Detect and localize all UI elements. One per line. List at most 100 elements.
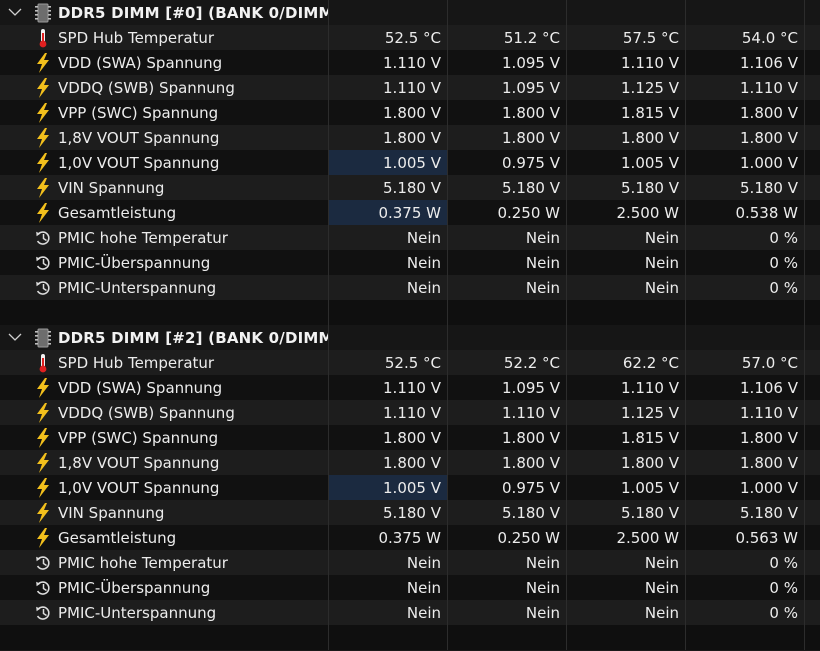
bolt-icon: [30, 375, 56, 400]
value-average: 1.106 V: [685, 50, 804, 75]
sensor-row[interactable]: SPD Hub Temperatur 52.5 °C 52.2 °C 62.2 °C 5…: [0, 350, 820, 375]
bolt-icon: [30, 500, 56, 525]
sensor-row[interactable]: VDDQ (SWB) Spannung 1.110 V 1.095 V 1.125 V…: [0, 75, 820, 100]
value-average: 0 %: [685, 250, 804, 275]
value-min: 1.095 V: [447, 50, 566, 75]
value-current: 1.800 V: [328, 425, 447, 450]
value-min: 51.2 °C: [447, 25, 566, 50]
sensor-row[interactable]: VIN Spannung 5.180 V 5.180 V 5.180 V 5.180 V: [0, 175, 820, 200]
value-current: 1.800 V: [328, 125, 447, 150]
value-max: 62.2 °C: [566, 350, 685, 375]
value-max: 1.815 V: [566, 425, 685, 450]
value-max: Nein: [566, 550, 685, 575]
sensor-row[interactable]: Gesamtleistung 0.375 W 0.250 W 2.500 W 0.538…: [0, 200, 820, 225]
history-clock-icon: [30, 275, 56, 300]
value-min: Nein: [447, 275, 566, 300]
sensor-label: PMIC-Unterspannung: [58, 603, 217, 622]
history-clock-icon: [30, 575, 56, 600]
sensor-label: Gesamtleistung: [58, 203, 177, 222]
value-min: 1.800 V: [447, 450, 566, 475]
value-average: 1.110 V: [685, 75, 804, 100]
value-min: 0.250 W: [447, 525, 566, 550]
thermometer-icon: [30, 350, 56, 375]
sensor-row[interactable]: PMIC-Unterspannung Nein Nein Nein 0 %: [0, 600, 820, 625]
sensor-row[interactable]: Gesamtleistung 0.375 W 0.250 W 2.500 W 0.563…: [0, 525, 820, 550]
sensor-row[interactable]: VDDQ (SWB) Spannung 1.110 V 1.110 V 1.125 V…: [0, 400, 820, 425]
value-average: 5.180 V: [685, 175, 804, 200]
chip-icon: [30, 325, 56, 350]
sensor-row[interactable]: PMIC hohe Temperatur Nein Nein Nein 0 %: [0, 225, 820, 250]
value-min: 1.110 V: [447, 400, 566, 425]
value-current: 1.110 V: [328, 50, 447, 75]
sensor-row[interactable]: VIN Spannung 5.180 V 5.180 V 5.180 V 5.180 V: [0, 500, 820, 525]
value-min: Nein: [447, 250, 566, 275]
history-clock-icon: [30, 600, 56, 625]
sensor-label: VDDQ (SWB) Spannung: [58, 78, 235, 97]
value-current: 52.5 °C: [328, 25, 447, 50]
value-average: 1.800 V: [685, 450, 804, 475]
value-current: 5.180 V: [328, 500, 447, 525]
sensor-label: VDD (SWA) Spannung: [58, 53, 223, 72]
header-cell: [685, 325, 804, 350]
value-min: 52.2 °C: [447, 350, 566, 375]
sensor-label: 1,0V VOUT Spannung: [58, 153, 220, 172]
sensor-label: 1,8V VOUT Spannung: [58, 453, 220, 472]
value-max: Nein: [566, 600, 685, 625]
sensor-label: VDD (SWA) Spannung: [58, 378, 223, 397]
sensor-label: SPD Hub Temperatur: [58, 353, 215, 372]
value-max: 1.125 V: [566, 75, 685, 100]
history-clock-icon: [30, 550, 56, 575]
value-average: 1.800 V: [685, 100, 804, 125]
value-max: 1.815 V: [566, 100, 685, 125]
spacer-row: [0, 300, 820, 325]
value-current: Nein: [328, 275, 447, 300]
value-average: 0 %: [685, 225, 804, 250]
value-average: 0.563 W: [685, 525, 804, 550]
value-max: Nein: [566, 275, 685, 300]
value-average: 1.800 V: [685, 425, 804, 450]
value-max: 2.500 W: [566, 200, 685, 225]
value-max: Nein: [566, 575, 685, 600]
sensor-row[interactable]: PMIC hohe Temperatur Nein Nein Nein 0 %: [0, 550, 820, 575]
value-current: 0.375 W: [328, 525, 447, 550]
sensor-row[interactable]: PMIC-Unterspannung Nein Nein Nein 0 %: [0, 275, 820, 300]
sensor-label: PMIC hohe Temperatur: [58, 228, 228, 247]
bolt-icon: [30, 150, 56, 175]
value-min: 0.975 V: [447, 150, 566, 175]
sensor-row[interactable]: PMIC-Überspannung Nein Nein Nein 0 %: [0, 250, 820, 275]
sensor-label: VDDQ (SWB) Spannung: [58, 403, 235, 422]
sensor-row[interactable]: SPD Hub Temperatur 52.5 °C 51.2 °C 57.5 °C 5…: [0, 25, 820, 50]
value-current: 1.800 V: [328, 100, 447, 125]
group-header[interactable]: DDR5 DIMM [#2] (BANK 0/DIMM 2): [0, 325, 820, 350]
sensor-label: Gesamtleistung: [58, 528, 177, 547]
sensor-row[interactable]: PMIC-Überspannung Nein Nein Nein 0 %: [0, 575, 820, 600]
value-average: 0 %: [685, 550, 804, 575]
value-current: 5.180 V: [328, 175, 447, 200]
sensor-label: 1,8V VOUT Spannung: [58, 128, 220, 147]
value-current: Nein: [328, 575, 447, 600]
group-header[interactable]: DDR5 DIMM [#0] (BANK 0/DIMM 1): [0, 0, 820, 25]
value-min: Nein: [447, 225, 566, 250]
value-min: Nein: [447, 600, 566, 625]
bolt-icon: [30, 175, 56, 200]
history-clock-icon: [30, 225, 56, 250]
chevron-down-icon[interactable]: [8, 5, 22, 19]
value-max: 5.180 V: [566, 175, 685, 200]
value-max: 1.800 V: [566, 450, 685, 475]
value-current: Nein: [328, 600, 447, 625]
value-max: Nein: [566, 225, 685, 250]
value-current: Nein: [328, 550, 447, 575]
bolt-icon: [30, 525, 56, 550]
value-average: 1.800 V: [685, 125, 804, 150]
value-max: 2.500 W: [566, 525, 685, 550]
chevron-down-icon[interactable]: [8, 330, 22, 344]
